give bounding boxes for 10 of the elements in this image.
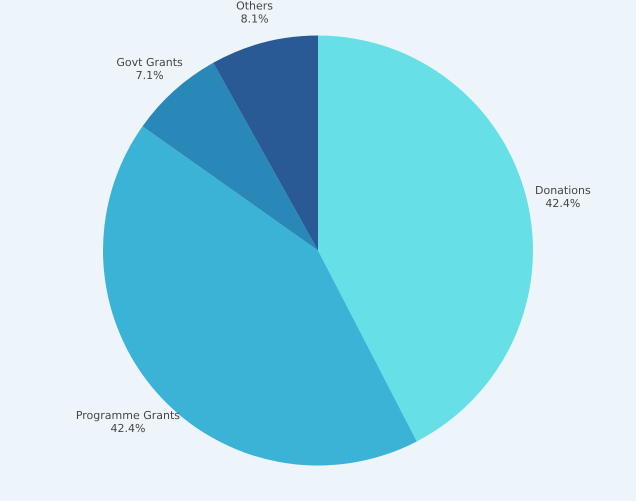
slice-label: Govt Grants [116, 56, 184, 70]
slice-label: Donations [534, 184, 591, 197]
data-label: 8.1% [240, 12, 269, 26]
data-label: 42.4% [110, 422, 146, 435]
pie-slice [318, 36, 533, 442]
pie-slice [213, 36, 318, 250]
slice-label: Others [236, 0, 274, 13]
data-label: 7.1% [136, 69, 164, 82]
slice-label: Programme Grants [76, 408, 180, 422]
data-label: 42.4% [545, 196, 580, 210]
